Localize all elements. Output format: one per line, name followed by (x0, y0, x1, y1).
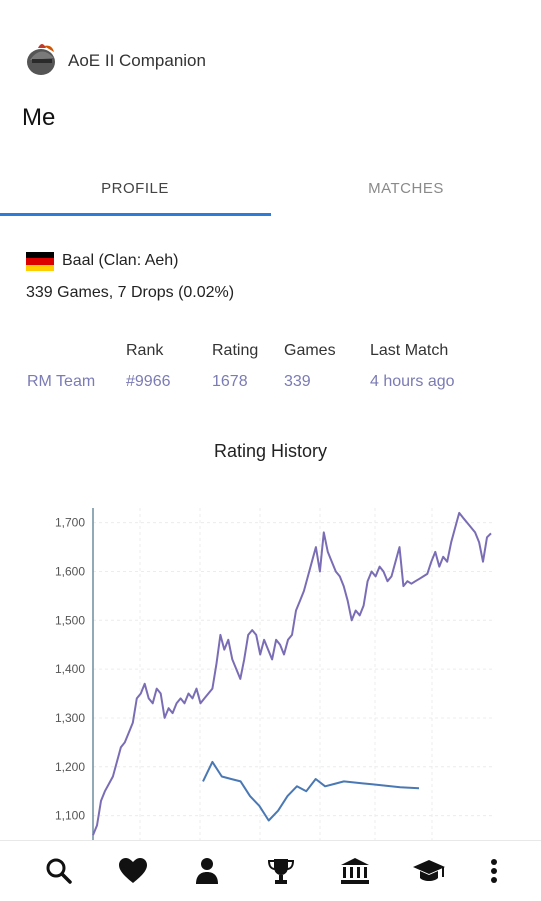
person-icon[interactable] (189, 853, 225, 889)
app-title: AoE II Companion (68, 51, 206, 70)
games-summary: 339 Games, 7 Drops (0.02%) (26, 284, 235, 301)
more-vertical-icon[interactable] (476, 853, 512, 889)
tab-indicator (0, 213, 271, 216)
player-name: Baal (Clan: Aeh) (62, 252, 179, 269)
stats-header-rating: Rating (212, 342, 259, 359)
stats-mode: RM Team (27, 373, 96, 390)
stats-last-match: 4 hours ago (370, 373, 455, 390)
tab-matches[interactable]: MATCHES (368, 179, 444, 197)
y-tick-label: 1,200 (55, 760, 85, 774)
stats-header-rank: Rank (126, 342, 164, 359)
stats-header-last-match: Last Match (370, 342, 449, 359)
app-bar: AoE II Companion (0, 0, 541, 100)
knight-helmet-icon (27, 44, 55, 75)
rating-history-chart: 1,100 1,200 1,300 1,400 1,500 1,600 1,700 (55, 508, 492, 840)
bank-icon[interactable] (337, 853, 373, 889)
y-tick-label: 1,700 (55, 516, 85, 530)
trophy-icon[interactable] (263, 853, 299, 889)
stats-rank: #9966 (126, 373, 171, 390)
y-tick-label: 1,400 (55, 662, 85, 676)
series-line-1 (92, 511, 492, 836)
stats-games: 339 (284, 373, 311, 390)
tab-profile[interactable]: PROFILE (101, 179, 169, 197)
page-title: Me (22, 104, 56, 131)
stats-rating: 1678 (212, 373, 248, 390)
chart-title: Rating History (213, 441, 328, 461)
y-tick-label: 1,500 (55, 613, 85, 627)
series-line-2 (202, 760, 420, 822)
germany-flag-icon (26, 252, 54, 271)
y-tick-label: 1,100 (55, 809, 85, 823)
heart-icon[interactable] (115, 853, 151, 889)
search-icon[interactable] (41, 853, 77, 889)
bottom-navigation (0, 840, 541, 901)
y-tick-label: 1,300 (55, 711, 85, 725)
graduation-cap-icon[interactable] (411, 853, 447, 889)
tab-bar: PROFILE MATCHES (0, 160, 541, 216)
y-tick-label: 1,600 (55, 564, 85, 578)
stats-header-games: Games (284, 342, 336, 359)
